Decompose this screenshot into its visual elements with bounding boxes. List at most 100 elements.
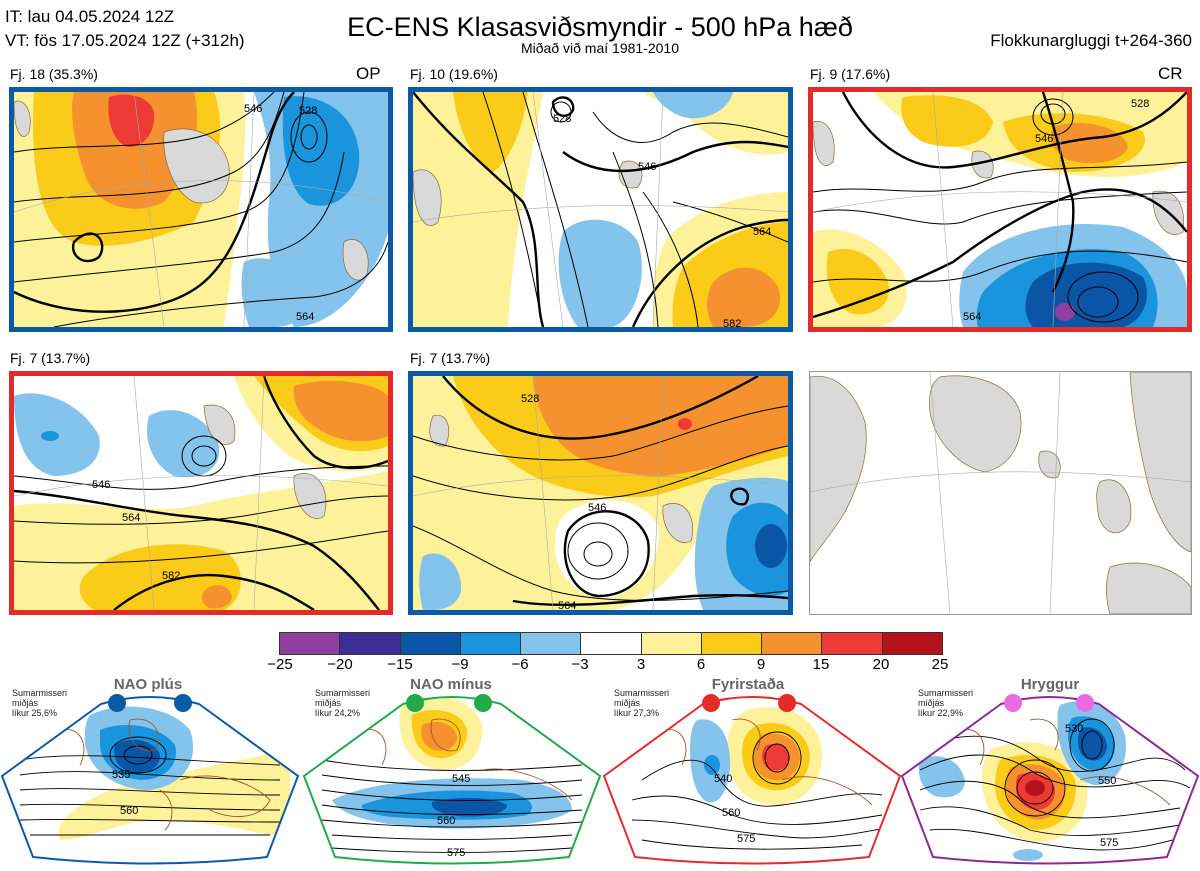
panel-3-tag: CR [1158,64,1183,83]
regime-contour-label: 575 [1100,837,1118,849]
colorbar-swatch [822,633,883,654]
regime-3-info: Sumarmisseri miðjás líkur 27,3% [614,688,669,718]
colorbar-tick-label: 9 [756,656,766,673]
regime-3-map: 540 560 575 [602,696,902,865]
colorbar-swatch [460,633,522,654]
regime-2-dot-right [474,694,492,712]
cluster-map-panel-3: 546 564 528 [808,87,1192,332]
regime-likelihood: líkur 24,2% [315,708,361,718]
regime-location: miðjás [12,698,39,708]
panel-4-label: Fj. 7 (13.7%) [10,350,91,366]
regime-2-info: Sumarmisseri miðjás líkur 24,2% [315,688,370,718]
page-subtitle: Miðað við maí 1981-2010 [521,40,679,56]
regime-likelihood: líkur 22,9% [918,708,964,718]
regime-contour-label: 540 [714,773,732,785]
empty-map-panel [809,371,1192,615]
contour-label: 546 [244,103,262,115]
regime-contour-label: 530 [1065,723,1083,735]
regime-1-info: Sumarmisseri miðjás líkur 25,6% [12,688,67,718]
panel-2-label: Fj. 10 (19.6%) [410,66,498,82]
valid-time: VT: fös 17.05.2024 12Z (+312h) [5,31,245,50]
regime-frame [0,696,300,865]
regime-likelihood: líkur 25,6% [12,708,58,718]
cluster-map-panel-4: 546 564 582 [9,371,393,615]
contour-label: 528 [299,105,317,117]
regime-season: Sumarmisseri [12,688,68,698]
anomaly-colorbar [279,632,943,655]
regime-location: miðjás [315,698,342,708]
colorbar-tick-label: 3 [636,656,646,673]
panel-1-label: Fj. 18 (35.3%) [10,66,98,82]
regime-2-name: NAO mínus [410,676,492,693]
classification-window: Flokkunargluggi t+264-360 [990,31,1192,50]
colorbar-tick-label: 6 [696,656,706,673]
colorbar-tick-label: −15 [387,656,413,673]
cluster-map-panel-5: 528 546 564 [408,371,793,615]
regime-contour-label: 545 [452,773,470,785]
contour-label: 528 [521,393,539,405]
page-title: EC-ENS Klasasviðsmyndir - 500 hPa hæð [347,12,853,42]
regime-contour-label: 575 [447,847,465,859]
colorbar-swatch [280,633,341,654]
regime-3-dot-right [778,694,796,712]
colorbar-tick-label: 15 [812,656,830,673]
regime-frame [302,696,602,865]
colorbar-tick-label: −25 [267,656,293,673]
regime-3-dot-left [702,694,720,712]
regime-frame [602,696,902,865]
regime-1-dot-right [174,694,192,712]
contour-label: 546 [92,479,110,491]
colorbar-swatch [581,633,642,654]
regime-2-dot-left [406,694,424,712]
cluster-map-panel-1: 546 528 564 [9,87,393,332]
regime-location: miðjás [918,698,945,708]
colorbar-tick-label: −6 [511,656,529,673]
colorbar-tick-label: −3 [571,656,589,673]
contour-label: 546 [588,502,606,514]
colorbar-swatch [701,633,763,654]
colorbar-swatch [641,633,702,654]
regime-contour-label: 550 [1098,775,1116,787]
contour-label: 564 [963,311,981,323]
colorbar-tick-label: −9 [451,656,469,673]
regime-contour-label: 560 [437,815,455,827]
regime-4-dot-right [1076,694,1094,712]
regime-4-info: Sumarmisseri miðjás líkur 22,9% [918,688,973,718]
colorbar-tick-label: 20 [872,656,890,673]
regime-season: Sumarmisseri [918,688,974,698]
contour-label: 546 [638,161,656,173]
colorbar-swatch [882,633,942,654]
regime-1-name: NAO plús [113,676,183,693]
regime-1-map: 535 560 [0,696,300,865]
contour-label: 546 [1035,133,1053,145]
regime-contour-label: 560 [722,807,740,819]
regime-2-map: 545 560 575 [302,696,602,865]
contour-label: 564 [558,600,576,610]
regime-season: Sumarmisseri [614,688,670,698]
contour-label: 582 [723,318,741,327]
contour-label: 564 [753,226,771,238]
panel-3-label: Fj. 9 (17.6%) [810,66,891,82]
regime-4-map: 530 550 575 [900,696,1200,865]
contour-label: 564 [122,512,140,524]
colorbar-tick-label: −20 [327,656,353,673]
colorbar-swatch [521,633,582,654]
regime-contour-label: 560 [120,805,138,817]
regime-4-dot-left [1004,694,1022,712]
cluster-map-panel-2: 528 546 564 582 [408,87,793,332]
contour-label: 564 [296,311,314,323]
panel-1-tag: OP [356,64,381,83]
regime-contour-label: 575 [737,833,755,845]
init-time: IT: lau 04.05.2024 12Z [5,7,175,26]
regime-1-dot-left [108,694,126,712]
contour-label: 582 [162,570,180,582]
contour-label: 528 [1131,98,1149,110]
regime-3-name: Fyrirstaða [711,676,785,693]
regime-season: Sumarmisseri [315,688,371,698]
regime-contour-label: 535 [112,769,130,781]
panel-5-label: Fj. 7 (13.7%) [410,350,491,366]
regime-frame [900,696,1200,865]
regime-likelihood: líkur 27,3% [614,708,660,718]
colorbar-tick-label: 25 [931,656,949,673]
contour-label: 528 [553,113,571,125]
